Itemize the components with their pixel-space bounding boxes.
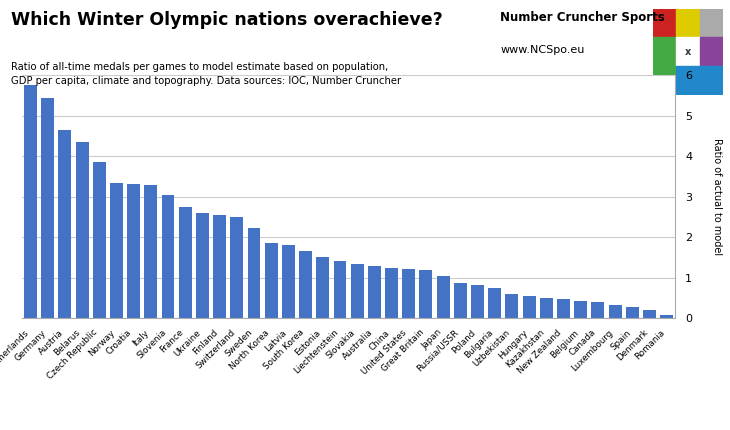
Bar bbox=[523, 296, 536, 318]
Bar bbox=[299, 252, 312, 318]
Text: www.NCSpo.eu: www.NCSpo.eu bbox=[500, 45, 585, 55]
Bar bbox=[505, 294, 518, 318]
Bar bbox=[677, 37, 699, 66]
Bar bbox=[471, 285, 484, 318]
Bar bbox=[350, 264, 364, 318]
Text: Number Cruncher Sports: Number Cruncher Sports bbox=[500, 11, 665, 24]
Bar bbox=[626, 307, 639, 318]
Bar bbox=[368, 266, 381, 318]
Bar bbox=[540, 298, 553, 318]
Bar bbox=[213, 215, 226, 318]
Bar bbox=[161, 195, 174, 318]
Bar bbox=[677, 9, 699, 37]
Bar bbox=[265, 243, 277, 318]
Bar bbox=[231, 217, 243, 318]
Bar bbox=[420, 270, 432, 318]
Bar bbox=[699, 9, 723, 37]
Bar bbox=[334, 261, 347, 318]
Bar bbox=[316, 257, 329, 318]
Bar bbox=[653, 9, 677, 37]
Bar bbox=[145, 184, 157, 318]
Bar bbox=[76, 142, 88, 318]
Bar bbox=[699, 66, 723, 95]
Bar bbox=[575, 301, 587, 318]
Bar bbox=[488, 288, 502, 318]
Y-axis label: Ratio of actual to model: Ratio of actual to model bbox=[712, 138, 721, 255]
Bar bbox=[677, 66, 699, 95]
Bar bbox=[653, 37, 677, 66]
Bar bbox=[660, 315, 673, 318]
Bar bbox=[643, 310, 656, 318]
Bar bbox=[437, 276, 450, 318]
Bar bbox=[179, 207, 192, 318]
Bar bbox=[110, 183, 123, 318]
Bar bbox=[58, 130, 72, 318]
Bar bbox=[609, 305, 621, 318]
Bar bbox=[282, 245, 295, 318]
Bar bbox=[247, 228, 261, 318]
Bar bbox=[653, 66, 677, 95]
Bar bbox=[454, 283, 466, 318]
Bar bbox=[93, 162, 106, 318]
Bar bbox=[699, 37, 723, 66]
Bar bbox=[591, 302, 604, 318]
Text: Ratio of all-time medals per games to model estimate based on population,
GDP pe: Ratio of all-time medals per games to mo… bbox=[11, 62, 401, 86]
Text: x: x bbox=[685, 46, 691, 57]
Bar bbox=[41, 98, 54, 318]
Bar bbox=[557, 299, 570, 318]
Text: Which Winter Olympic nations overachieve?: Which Winter Olympic nations overachieve… bbox=[11, 11, 442, 29]
Bar bbox=[196, 213, 209, 318]
Bar bbox=[385, 267, 398, 318]
Bar bbox=[127, 184, 140, 318]
Bar bbox=[402, 269, 415, 318]
Bar bbox=[24, 86, 37, 318]
